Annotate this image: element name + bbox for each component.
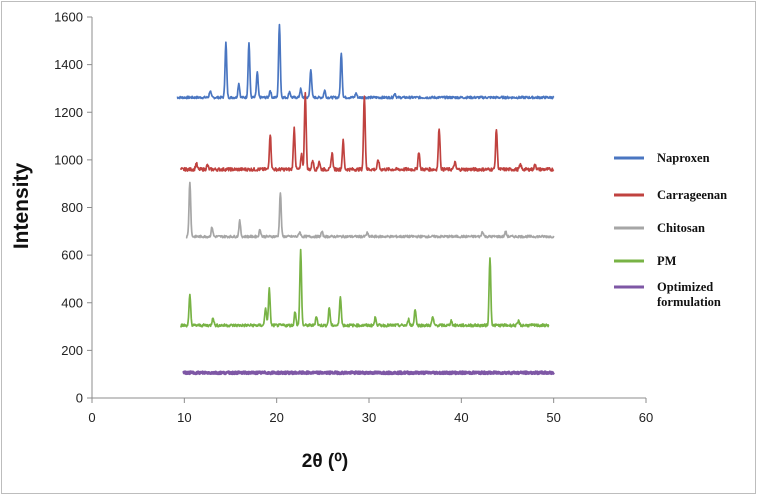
y-axis-title: Intensity bbox=[10, 163, 33, 250]
series-line-carrageenan bbox=[179, 91, 555, 172]
x-tick-label: 60 bbox=[639, 410, 653, 425]
x-tick-label: 30 bbox=[362, 410, 376, 425]
x-tick-label: 20 bbox=[269, 410, 283, 425]
y-tick-label: 1400 bbox=[54, 57, 83, 72]
series-layer bbox=[176, 23, 555, 376]
x-tick-label: 50 bbox=[546, 410, 560, 425]
legend-label-naproxen: Naproxen bbox=[657, 151, 710, 165]
x-axis-title: 2θ (⁰) bbox=[302, 451, 348, 472]
legend-label-optimized-formulation: Optimized formulation bbox=[657, 280, 721, 309]
y-tick-label: 600 bbox=[61, 248, 83, 263]
legend-label-chitosan: Chitosan bbox=[657, 221, 705, 235]
legend: Naproxen Carrageenan Chitosan PM Optimized fo… bbox=[614, 151, 727, 309]
legend-label-pm: PM bbox=[657, 254, 677, 268]
x-tick-label: 0 bbox=[88, 410, 95, 425]
y-tick-label: 1200 bbox=[54, 105, 83, 120]
x-tick-label: 10 bbox=[177, 410, 191, 425]
y-tick-label: 1000 bbox=[54, 152, 83, 167]
series-line-optimized-formulation bbox=[182, 370, 555, 376]
y-tick-label: 0 bbox=[76, 391, 83, 406]
plot-area: 0 200 400 600 800 1000 1200 1400 1600 0 10 20 30 40 50… bbox=[54, 10, 653, 426]
x-tick-label: 40 bbox=[454, 410, 468, 425]
legend-label-carrageenan: Carrageenan bbox=[657, 188, 727, 202]
y-tick-label: 800 bbox=[61, 200, 83, 215]
y-tick-label: 1600 bbox=[54, 10, 83, 25]
y-tick-label: 200 bbox=[61, 343, 83, 358]
series-line-naproxen bbox=[176, 23, 555, 100]
series-line-chitosan bbox=[185, 181, 555, 239]
y-tick-label: 400 bbox=[61, 295, 83, 310]
series-line-pm bbox=[179, 248, 550, 328]
